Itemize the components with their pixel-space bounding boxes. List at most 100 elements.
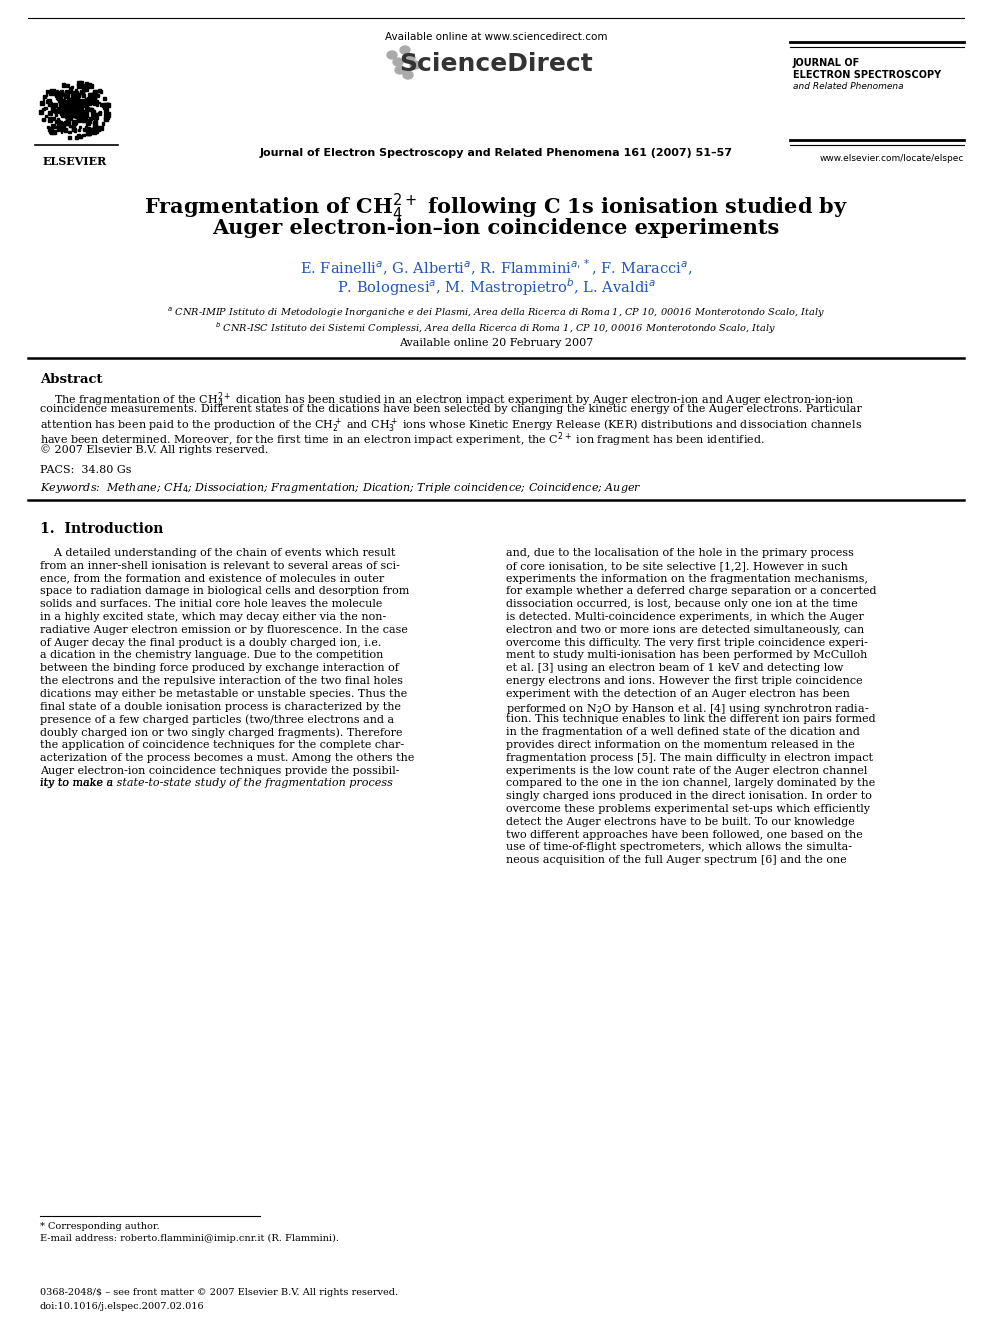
Bar [98, 111, 100, 114]
Text: ity to make a state-to-state study of the fragmentation process: ity to make a state-to-state study of th… [40, 778, 393, 789]
Bar [82, 114, 86, 119]
Text: ScienceDirect: ScienceDirect [399, 52, 593, 75]
Bar [70, 111, 71, 112]
Bar [90, 111, 94, 115]
Bar [85, 107, 89, 111]
Bar [106, 107, 108, 108]
Bar [75, 136, 77, 139]
Bar [82, 118, 86, 122]
Text: of core ionisation, to be site selective [1,2]. However in such: of core ionisation, to be site selective… [506, 561, 848, 570]
Bar [77, 134, 80, 136]
Text: Journal of Electron Spectroscopy and Related Phenomena 161 (2007) 51–57: Journal of Electron Spectroscopy and Rel… [260, 148, 732, 157]
Bar [55, 93, 60, 97]
Bar [78, 95, 80, 97]
Text: $^b$ CNR-ISC Istituto dei Sistemi Complessi, Area della Ricerca di Roma 1, CP 10: $^b$ CNR-ISC Istituto dei Sistemi Comple… [215, 320, 777, 336]
Text: Available online 20 February 2007: Available online 20 February 2007 [399, 337, 593, 348]
Bar [104, 116, 108, 120]
Bar [61, 107, 64, 111]
Bar [86, 131, 90, 135]
Bar [64, 90, 68, 94]
Bar [78, 116, 81, 119]
Bar [68, 116, 72, 120]
Bar [62, 111, 66, 115]
Bar [70, 103, 74, 108]
Bar [105, 103, 109, 107]
Bar [95, 112, 98, 116]
Bar [92, 114, 95, 116]
Bar [84, 98, 89, 102]
Bar [57, 97, 58, 99]
Bar [66, 115, 69, 118]
Bar [72, 97, 74, 98]
Bar [67, 102, 71, 106]
Bar [82, 87, 83, 89]
Bar [69, 106, 71, 108]
Bar [77, 106, 81, 110]
Bar [48, 118, 53, 122]
Bar [89, 128, 93, 132]
Bar [104, 118, 107, 120]
Bar [72, 108, 76, 112]
Bar [72, 122, 73, 123]
Bar [90, 101, 93, 105]
Bar [74, 108, 76, 111]
Bar [88, 93, 91, 97]
Bar [75, 108, 77, 110]
Bar [51, 90, 55, 94]
Bar [98, 102, 100, 103]
Bar [83, 110, 87, 114]
Bar [81, 119, 84, 122]
Bar [73, 120, 77, 123]
Bar [68, 89, 72, 91]
Bar [75, 110, 77, 111]
Bar [80, 136, 81, 138]
Bar [62, 103, 63, 105]
Text: solids and surfaces. The initial core hole leaves the molecule: solids and surfaces. The initial core ho… [40, 599, 382, 609]
Bar [89, 83, 92, 87]
Bar [66, 94, 69, 97]
Text: in a highly excited state, which may decay either via the non-: in a highly excited state, which may dec… [40, 613, 386, 622]
Bar [74, 110, 76, 112]
Bar [93, 126, 97, 131]
Bar [75, 112, 77, 115]
Text: in the fragmentation of a well defined state of the dication and: in the fragmentation of a well defined s… [506, 728, 860, 737]
Bar [96, 94, 99, 97]
Bar [52, 105, 55, 107]
Bar [73, 108, 75, 111]
Text: Fragmentation of CH$_4^{2+}$ following C 1s ionisation studied by: Fragmentation of CH$_4^{2+}$ following C… [144, 192, 848, 224]
Bar [86, 102, 87, 105]
Bar [48, 111, 53, 115]
Text: Auger electron-ion coincidence techniques provide the possibil-: Auger electron-ion coincidence technique… [40, 766, 400, 775]
Bar [43, 98, 44, 101]
Text: detect the Auger electrons have to be built. To our knowledge: detect the Auger electrons have to be bu… [506, 816, 855, 827]
Bar [89, 127, 92, 131]
Text: PACS:  34.80 Gs: PACS: 34.80 Gs [40, 464, 132, 475]
Bar [75, 108, 78, 110]
Bar [93, 127, 95, 128]
Bar [69, 99, 73, 105]
Text: singly charged ions produced in the direct ionisation. In order to: singly charged ions produced in the dire… [506, 791, 872, 802]
Bar [61, 131, 62, 132]
Bar [75, 94, 79, 98]
Text: of Auger decay the final product is a doubly charged ion, i.e.: of Auger decay the final product is a do… [40, 638, 381, 647]
Text: performed on N$_2$O by Hanson et al. [4] using synchrotron radia-: performed on N$_2$O by Hanson et al. [4]… [506, 701, 869, 716]
Bar [89, 108, 92, 111]
Bar [62, 99, 64, 102]
Bar [62, 101, 63, 103]
Bar [78, 114, 82, 118]
Bar [46, 94, 48, 95]
Bar [71, 108, 74, 111]
Bar [100, 103, 103, 106]
Bar [73, 111, 76, 115]
Bar [94, 90, 97, 93]
Bar [66, 119, 69, 122]
Bar [108, 112, 110, 114]
Bar [84, 86, 88, 90]
Bar [91, 93, 95, 97]
Bar [74, 108, 76, 111]
Text: radiative Auger electron emission or by fluorescence. In the case: radiative Auger electron emission or by … [40, 624, 408, 635]
Bar [80, 112, 83, 115]
Bar [93, 122, 96, 126]
Text: is detected. Multi-coincidence experiments, in which the Auger: is detected. Multi-coincidence experimen… [506, 613, 864, 622]
Bar [74, 112, 76, 114]
